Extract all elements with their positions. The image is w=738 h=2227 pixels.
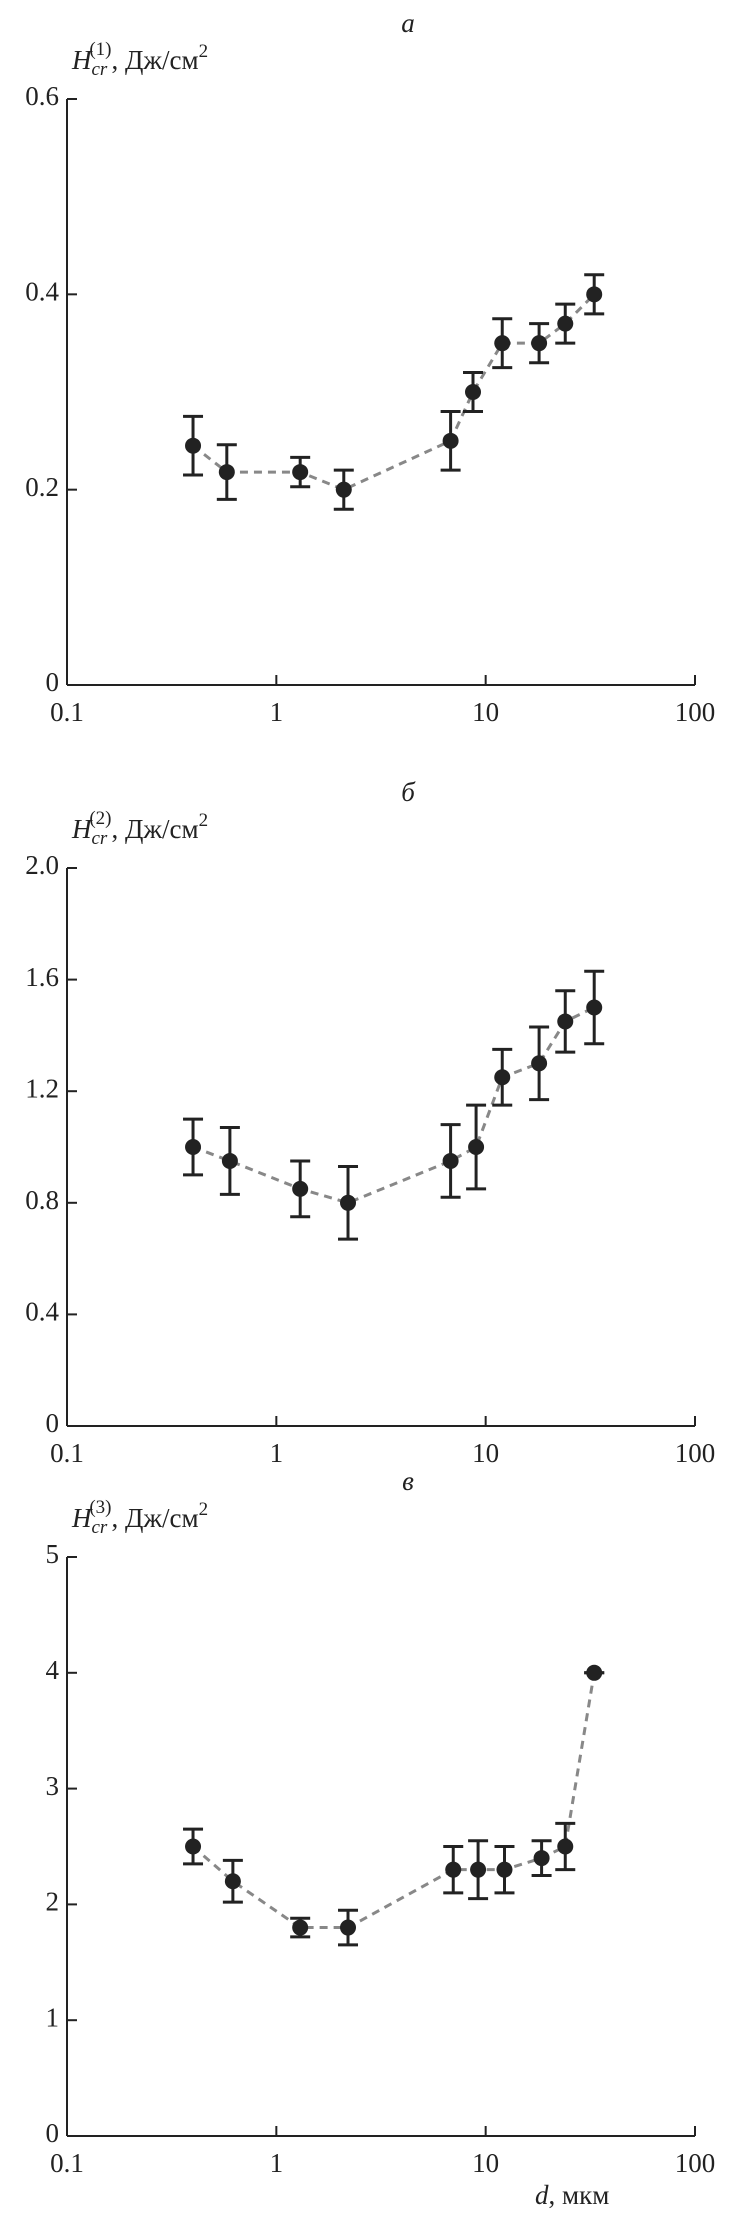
- chart-title: в: [402, 1466, 414, 1496]
- data-point: [586, 999, 603, 1016]
- data-point: [442, 432, 459, 449]
- y-tick-label: 0.8: [25, 1185, 59, 1215]
- data-point: [185, 1838, 202, 1855]
- chart-title: б: [401, 777, 416, 807]
- x-tick-label: 10: [472, 1438, 499, 1468]
- y-axis-label: Hcr(1), Дж/см2: [71, 39, 208, 80]
- x-tick-label: 0.1: [50, 2148, 84, 2178]
- x-axis-label: d, мкм: [535, 2180, 609, 2210]
- data-point: [292, 1919, 309, 1936]
- y-label-superscript: (2): [89, 808, 111, 829]
- y-tick-label: 0.2: [25, 472, 59, 502]
- data-point: [557, 1013, 574, 1030]
- y-tick-label: 1: [46, 2002, 60, 2032]
- data-point: [445, 1861, 462, 1878]
- data-point: [557, 315, 574, 332]
- trend-line: [192, 1006, 595, 1205]
- y-tick-label: 5: [46, 1539, 60, 1569]
- y-label-unit: , Дж/см: [111, 814, 198, 844]
- x-label-unit: , мкм: [549, 2180, 610, 2210]
- data-point: [531, 335, 548, 352]
- y-label-subscript: cr: [92, 1517, 108, 1538]
- chart-title: а: [401, 8, 415, 38]
- x-tick-label: 0.1: [50, 1438, 84, 1468]
- y-label-symbol: H: [71, 45, 93, 75]
- y-tick-label: 3: [46, 1771, 60, 1801]
- y-tick-label: 2: [46, 1887, 60, 1917]
- x-tick-label: 1: [270, 697, 284, 727]
- data-point: [494, 335, 511, 352]
- y-tick-label: 0.6: [25, 81, 59, 111]
- data-point: [496, 1861, 513, 1878]
- trend-line: [192, 1672, 596, 1930]
- data-point: [335, 481, 352, 498]
- data-point: [224, 1873, 241, 1890]
- x-tick-label: 1: [270, 1438, 284, 1468]
- data-point: [468, 1139, 485, 1155]
- x-tick-label: 0.1: [50, 697, 84, 727]
- data-point: [533, 1850, 550, 1867]
- x-tick-label: 100: [675, 697, 716, 727]
- y-tick-label: 4: [46, 1655, 60, 1685]
- y-label-symbol: H: [71, 1503, 93, 1533]
- data-point: [340, 1919, 357, 1936]
- y-label-subscript: cr: [92, 59, 108, 80]
- y-label-unit-power: 2: [199, 41, 209, 62]
- data-point: [586, 286, 603, 303]
- y-label-subscript: cr: [92, 828, 108, 849]
- data-point: [218, 464, 235, 481]
- y-label-unit-power: 2: [199, 810, 209, 831]
- y-label-unit: , Дж/см: [111, 1503, 198, 1533]
- data-point: [442, 1152, 459, 1169]
- data-point: [465, 384, 482, 400]
- data-point: [292, 1180, 309, 1197]
- y-tick-label: 0: [46, 2118, 60, 2148]
- y-tick-label: 0.4: [25, 1297, 59, 1327]
- y-label-superscript: (3): [89, 1497, 111, 1518]
- y-tick-label: 1.6: [25, 962, 59, 992]
- y-label-symbol: H: [71, 814, 93, 844]
- x-tick-label: 100: [675, 1438, 716, 1468]
- x-tick-label: 10: [472, 2148, 499, 2178]
- data-point: [531, 1055, 548, 1072]
- y-tick-label: 0: [46, 667, 60, 697]
- y-tick-label: 0.4: [25, 277, 59, 307]
- data-point: [494, 1069, 511, 1086]
- y-label-unit: , Дж/см: [111, 45, 198, 75]
- data-point: [557, 1838, 574, 1855]
- data-point: [470, 1861, 487, 1878]
- data-point: [586, 1664, 603, 1681]
- x-label-symbol: d: [535, 2180, 549, 2210]
- x-tick-label: 10: [472, 697, 499, 727]
- data-point: [185, 1139, 202, 1155]
- data-point: [221, 1152, 238, 1169]
- data-point: [292, 464, 309, 481]
- data-point: [340, 1194, 357, 1211]
- y-axis-label: Hcr(3), Дж/см2: [71, 1497, 208, 1538]
- y-label-unit-power: 2: [199, 1499, 209, 1520]
- y-tick-label: 0: [46, 1408, 60, 1438]
- y-tick-label: 1.2: [25, 1073, 59, 1103]
- y-tick-label: 2.0: [25, 850, 59, 880]
- data-point: [185, 437, 202, 454]
- x-tick-label: 1: [270, 2148, 284, 2178]
- y-axis-label: Hcr(2), Дж/см2: [71, 808, 208, 849]
- x-tick-label: 100: [675, 2148, 716, 2178]
- y-label-superscript: (1): [89, 39, 111, 60]
